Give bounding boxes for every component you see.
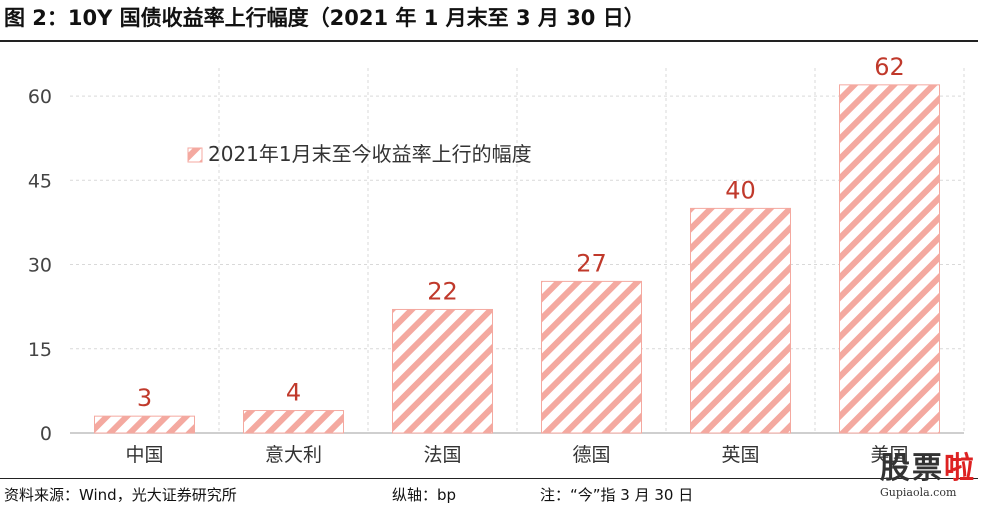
x-tick-label: 美国 xyxy=(870,444,908,466)
y-tick-label: 60 xyxy=(28,86,52,108)
bar xyxy=(243,410,344,434)
chart-legend: 2021年1月末至今收益率上行的幅度 xyxy=(187,142,532,166)
footer-divider xyxy=(0,478,978,479)
bar-chart: 3 4 22 27 40 62 0 15 30 45 60 中国 意大利 法国 德国 英国 美国 2021年1… xyxy=(28,53,965,466)
y-tick-label: 15 xyxy=(28,339,52,361)
x-tick-label: 中国 xyxy=(125,444,163,466)
legend-swatch xyxy=(187,147,203,163)
legend-label: 2021年1月末至今收益率上行的幅度 xyxy=(208,142,532,166)
source-note: 资料来源：Wind，光大证券研究所 xyxy=(4,486,237,504)
date-note: 注：“今”指 3 月 30 日 xyxy=(540,486,694,504)
figure-title: 图 2：10Y 国债收益率上行幅度（2021 年 1 月末至 3 月 30 日） xyxy=(4,6,645,30)
data-label: 3 xyxy=(137,384,152,412)
data-label: 40 xyxy=(725,176,756,204)
axis-unit-note: 纵轴：bp xyxy=(392,486,457,504)
data-label: 22 xyxy=(427,277,458,305)
x-tick-label: 德国 xyxy=(572,444,610,466)
y-tick-label: 30 xyxy=(28,255,52,277)
y-tick-label: 0 xyxy=(40,423,52,445)
watermark-text: 股票 xyxy=(880,451,944,486)
x-tick-label: 法国 xyxy=(423,444,461,466)
x-tick-label: 意大利 xyxy=(265,444,322,466)
data-label: 27 xyxy=(576,249,607,277)
watermark-url: Gupiaola.com xyxy=(880,486,957,499)
watermark-logo: 股票啦 Gupiaola.com xyxy=(880,452,992,508)
watermark-text-red: 啦 xyxy=(944,451,976,486)
bar xyxy=(541,280,642,434)
bar xyxy=(392,308,493,434)
bar xyxy=(690,207,791,434)
data-label: 4 xyxy=(286,379,301,407)
y-tick-label: 45 xyxy=(28,170,52,192)
data-label: 62 xyxy=(874,53,905,81)
x-tick-label: 英国 xyxy=(721,444,759,466)
title-divider xyxy=(0,40,978,42)
bar xyxy=(94,415,195,434)
bar xyxy=(839,84,940,434)
